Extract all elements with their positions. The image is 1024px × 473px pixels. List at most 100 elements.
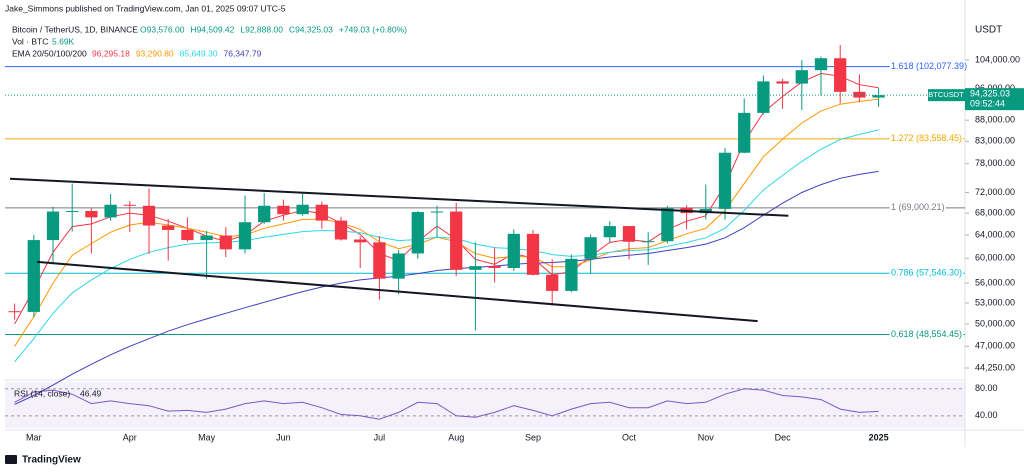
symbol-tag: BTCUSDT xyxy=(928,90,964,99)
rsi-line xyxy=(14,388,879,420)
price-tag: 94,325.03 xyxy=(970,89,1010,99)
candle-body xyxy=(469,266,482,270)
candle-body xyxy=(258,205,271,223)
candle-body xyxy=(315,204,328,221)
candle-body xyxy=(392,253,405,279)
y-tick-label: 68,000.00 xyxy=(975,207,1015,217)
candle-body xyxy=(354,239,367,243)
candle-body xyxy=(814,58,828,71)
candle-body xyxy=(565,258,578,291)
candle-body xyxy=(526,233,540,275)
x-tick-label: Jul xyxy=(374,432,386,442)
candle-body xyxy=(85,211,98,218)
candle-body xyxy=(46,211,60,241)
fib-label: 1.272 (83,558.45) xyxy=(891,133,962,143)
candle-body xyxy=(622,226,636,242)
candle-body xyxy=(238,222,252,250)
ema-label: EMA 20/50/100/200 xyxy=(12,48,87,58)
trend-line xyxy=(9,177,789,217)
x-tick-label: May xyxy=(198,432,216,442)
candle-body xyxy=(834,58,847,92)
y-tick-label: 53,000.00 xyxy=(975,297,1015,307)
currency: USDT xyxy=(975,25,1002,36)
rsi-title: RSI (14, close) xyxy=(14,388,70,398)
candle-body xyxy=(776,81,789,84)
x-tick-label: Aug xyxy=(448,432,464,442)
y-tick-label: 104,000.00 xyxy=(975,54,1020,64)
candle-body xyxy=(450,211,463,270)
candle-body xyxy=(661,207,674,242)
y-tick-label: 72,000.00 xyxy=(975,187,1015,197)
x-tick-label: Apr xyxy=(123,432,137,442)
fib-label: 1.618 (102,077.39) xyxy=(891,61,967,71)
volume-label: Vol · BTC xyxy=(12,36,48,46)
ohlc-value: L92,888.00 xyxy=(240,24,283,34)
candle-body xyxy=(296,204,309,215)
plot: 104,000.0096,000.0088,000.0083,000.0078,… xyxy=(5,45,1020,420)
logo-icon xyxy=(5,455,17,464)
candle-body xyxy=(27,240,40,312)
candle-body xyxy=(277,205,290,215)
legend-value: 96,295.18 xyxy=(92,48,130,58)
ema-line xyxy=(14,98,879,347)
volume-value: 5.69K xyxy=(52,36,75,46)
candle-body xyxy=(488,266,501,268)
ohlc-value: C94,325.03 xyxy=(289,24,333,34)
candle-body xyxy=(123,204,136,206)
x-tick-label: Nov xyxy=(698,432,715,442)
candle-body xyxy=(162,225,175,230)
y-tick-label: 56,000.00 xyxy=(975,277,1015,287)
legend-value: 76,347.79 xyxy=(223,48,261,58)
publisher: Jake_Simmons published on TradingView.co… xyxy=(5,3,286,13)
y-tick-label: 80.00 xyxy=(975,383,998,393)
ohlc-value: H94,509.42 xyxy=(190,24,234,34)
candle-body xyxy=(104,204,117,218)
ema-line xyxy=(14,72,879,325)
fib-label: 1 (69,000.21) xyxy=(891,202,945,212)
y-tick-label: 60,000.00 xyxy=(975,253,1015,263)
x-tick-label: Jun xyxy=(276,432,291,442)
candle-body xyxy=(603,226,616,238)
footer-brand: TradingView xyxy=(22,455,81,466)
y-tick-label: 44,250.00 xyxy=(975,362,1015,372)
ohlc-value: +749.03 (+0.80%) xyxy=(339,24,407,34)
candle-body xyxy=(738,112,751,153)
candle-body xyxy=(757,81,770,113)
candle-body xyxy=(430,211,444,213)
fib-label: 0.618 (48,554.45) xyxy=(891,329,962,339)
candle-body xyxy=(66,211,79,213)
candle-body xyxy=(411,212,424,254)
candle-body xyxy=(181,229,194,241)
x-tick-label: Sep xyxy=(525,432,541,442)
candle-body xyxy=(853,91,866,98)
price-tag-bg xyxy=(965,88,1024,111)
x-tick-label: Dec xyxy=(775,432,792,442)
symbol-title: Bitcoin / TetherUS, 1D, BINANCE xyxy=(12,24,138,34)
y-tick-label: 88,000.00 xyxy=(975,115,1015,125)
candle-body xyxy=(584,237,597,259)
ema-line xyxy=(14,170,879,405)
x-tick-label: Mar xyxy=(26,432,42,442)
candle-body xyxy=(142,205,156,226)
legend-value: 85,649.30 xyxy=(180,48,218,58)
fib-label: 0.786 (57,546.30) xyxy=(891,268,962,278)
candle-body xyxy=(373,242,386,279)
x-tick-label: Oct xyxy=(622,432,637,442)
ema-line xyxy=(14,129,879,363)
y-tick-label: 40.00 xyxy=(975,410,998,420)
trend-line xyxy=(36,260,758,323)
candle-body xyxy=(219,235,232,250)
y-tick-label: 78,000.00 xyxy=(975,158,1015,168)
symbol-tag-bg xyxy=(928,89,965,102)
countdown: 09:52:44 xyxy=(970,99,1005,109)
candle-body xyxy=(642,241,655,243)
candle-body xyxy=(795,70,808,84)
rsi-pane xyxy=(5,382,965,428)
y-tick-label: 64,000.00 xyxy=(975,229,1015,239)
candle-body xyxy=(334,220,348,240)
rsi-value: 46.49 xyxy=(80,388,102,398)
y-tick-label: 47,000.00 xyxy=(975,341,1015,351)
candle-body xyxy=(546,274,559,291)
legend-value: 93,290.80 xyxy=(136,48,174,58)
